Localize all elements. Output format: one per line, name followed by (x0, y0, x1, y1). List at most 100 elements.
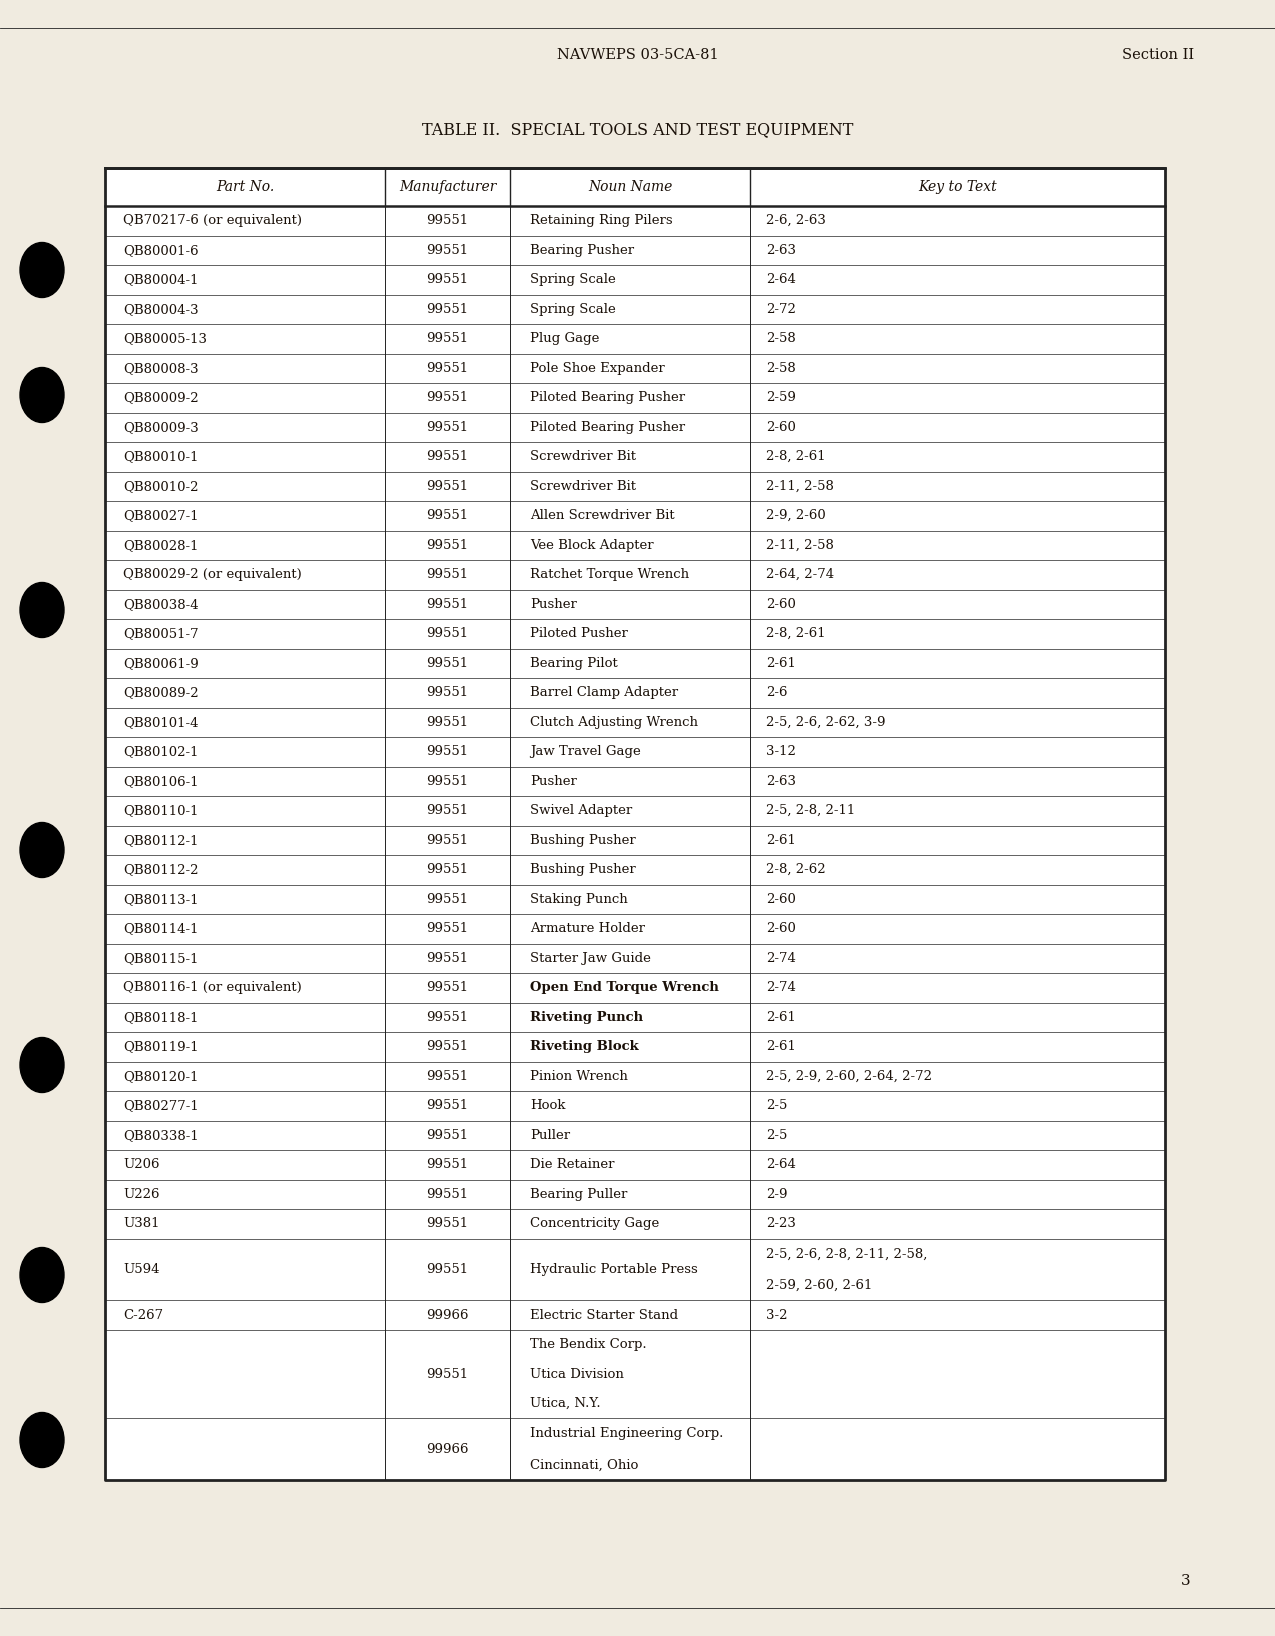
Bar (105, 169, 1165, 1481)
Text: QB80009-2: QB80009-2 (122, 391, 199, 404)
Text: 99551: 99551 (426, 1217, 469, 1230)
Text: U381: U381 (122, 1217, 159, 1230)
Text: 2-63: 2-63 (766, 775, 796, 789)
Text: Electric Starter Stand: Electric Starter Stand (530, 1309, 678, 1322)
Text: 2-59: 2-59 (766, 391, 796, 404)
Text: 2-5: 2-5 (766, 1099, 788, 1112)
Text: 2-23: 2-23 (766, 1217, 796, 1230)
Text: Spring Scale: Spring Scale (530, 303, 616, 316)
Text: 99551: 99551 (426, 450, 469, 463)
Text: 99551: 99551 (426, 1011, 469, 1024)
Text: 2-58: 2-58 (766, 362, 796, 375)
Text: QB80051-7: QB80051-7 (122, 627, 199, 640)
Text: Barrel Clamp Adapter: Barrel Clamp Adapter (530, 685, 678, 699)
Text: 99551: 99551 (426, 952, 469, 965)
Text: 99551: 99551 (426, 627, 469, 640)
Text: 2-5, 2-6, 2-62, 3-9: 2-5, 2-6, 2-62, 3-9 (766, 717, 886, 728)
Text: 3-12: 3-12 (766, 746, 796, 757)
Text: Pinion Wrench: Pinion Wrench (530, 1070, 627, 1083)
Text: QB80038-4: QB80038-4 (122, 597, 199, 610)
Text: Section II: Section II (1122, 47, 1195, 62)
Text: Piloted Bearing Pusher: Piloted Bearing Pusher (530, 420, 685, 434)
Text: 99551: 99551 (426, 362, 469, 375)
Text: Concentricity Gage: Concentricity Gage (530, 1217, 659, 1230)
Text: Key to Text: Key to Text (918, 180, 997, 195)
Text: Screwdriver Bit: Screwdriver Bit (530, 450, 636, 463)
Text: U226: U226 (122, 1188, 159, 1201)
Text: 2-61: 2-61 (766, 834, 796, 847)
Text: 2-60: 2-60 (766, 420, 796, 434)
Text: 99551: 99551 (426, 893, 469, 906)
Ellipse shape (20, 242, 64, 298)
Text: Riveting Punch: Riveting Punch (530, 1011, 643, 1024)
Text: 2-8, 2-61: 2-8, 2-61 (766, 450, 826, 463)
Ellipse shape (20, 368, 64, 422)
Text: 99551: 99551 (426, 1129, 469, 1142)
Text: QB80114-1: QB80114-1 (122, 923, 199, 936)
Text: Utica Division: Utica Division (530, 1368, 623, 1381)
Text: 2-8, 2-61: 2-8, 2-61 (766, 627, 826, 640)
Text: 99551: 99551 (426, 982, 469, 995)
Text: Manufacturer: Manufacturer (399, 180, 496, 195)
Text: QB80112-2: QB80112-2 (122, 864, 199, 877)
Text: Bushing Pusher: Bushing Pusher (530, 834, 636, 847)
Text: Jaw Travel Gage: Jaw Travel Gage (530, 746, 641, 757)
Text: QB80110-1: QB80110-1 (122, 805, 199, 818)
Text: QB80089-2: QB80089-2 (122, 685, 199, 699)
Text: QB80004-1: QB80004-1 (122, 273, 199, 286)
Text: 2-64: 2-64 (766, 273, 796, 286)
Text: Bearing Pilot: Bearing Pilot (530, 656, 618, 669)
Text: Pusher: Pusher (530, 775, 576, 789)
Text: Utica, N.Y.: Utica, N.Y. (530, 1397, 601, 1410)
Text: Open End Torque Wrench: Open End Torque Wrench (530, 982, 719, 995)
Text: Die Retainer: Die Retainer (530, 1158, 615, 1171)
Text: QB80061-9: QB80061-9 (122, 656, 199, 669)
Text: 2-11, 2-58: 2-11, 2-58 (766, 479, 834, 492)
Text: 99551: 99551 (426, 1158, 469, 1171)
Text: 2-60: 2-60 (766, 923, 796, 936)
Text: QB80010-1: QB80010-1 (122, 450, 199, 463)
Text: Bearing Pusher: Bearing Pusher (530, 244, 634, 257)
Text: Puller: Puller (530, 1129, 570, 1142)
Text: 2-6, 2-63: 2-6, 2-63 (766, 214, 826, 227)
Text: 99551: 99551 (426, 214, 469, 227)
Text: 99551: 99551 (426, 303, 469, 316)
Text: QB80113-1: QB80113-1 (122, 893, 199, 906)
Text: 2-64, 2-74: 2-64, 2-74 (766, 568, 834, 581)
Text: QB80119-1: QB80119-1 (122, 1040, 199, 1054)
Text: The Bendix Corp.: The Bendix Corp. (530, 1338, 646, 1351)
Text: 99551: 99551 (426, 805, 469, 818)
Text: 2-5, 2-9, 2-60, 2-64, 2-72: 2-5, 2-9, 2-60, 2-64, 2-72 (766, 1070, 932, 1083)
Text: Pole Shoe Expander: Pole Shoe Expander (530, 362, 664, 375)
Text: 2-59, 2-60, 2-61: 2-59, 2-60, 2-61 (766, 1278, 872, 1291)
Text: 99966: 99966 (426, 1443, 469, 1456)
Text: 99551: 99551 (426, 1188, 469, 1201)
Text: QB80116-1 (or equivalent): QB80116-1 (or equivalent) (122, 982, 302, 995)
Text: Noun Name: Noun Name (588, 180, 672, 195)
Text: 2-61: 2-61 (766, 1011, 796, 1024)
Text: QB80027-1: QB80027-1 (122, 509, 199, 522)
Ellipse shape (20, 582, 64, 638)
Text: 99551: 99551 (426, 509, 469, 522)
Text: Piloted Pusher: Piloted Pusher (530, 627, 627, 640)
Text: Spring Scale: Spring Scale (530, 273, 616, 286)
Text: 99551: 99551 (426, 244, 469, 257)
Text: U206: U206 (122, 1158, 159, 1171)
Text: 99551: 99551 (426, 864, 469, 877)
Text: 2-72: 2-72 (766, 303, 796, 316)
Ellipse shape (20, 1412, 64, 1467)
Text: Retaining Ring Pilers: Retaining Ring Pilers (530, 214, 673, 227)
Text: 99551: 99551 (426, 479, 469, 492)
Text: C-267: C-267 (122, 1309, 163, 1322)
Text: 2-63: 2-63 (766, 244, 796, 257)
Text: 99551: 99551 (426, 597, 469, 610)
Text: TABLE II.  SPECIAL TOOLS AND TEST EQUIPMENT: TABLE II. SPECIAL TOOLS AND TEST EQUIPME… (422, 121, 853, 139)
Text: 2-74: 2-74 (766, 952, 796, 965)
Text: 99551: 99551 (426, 656, 469, 669)
Text: 2-11, 2-58: 2-11, 2-58 (766, 538, 834, 551)
Text: QB80118-1: QB80118-1 (122, 1011, 199, 1024)
Text: 99551: 99551 (426, 391, 469, 404)
Text: Part No.: Part No. (215, 180, 274, 195)
Text: 99551: 99551 (426, 834, 469, 847)
Text: Vee Block Adapter: Vee Block Adapter (530, 538, 654, 551)
